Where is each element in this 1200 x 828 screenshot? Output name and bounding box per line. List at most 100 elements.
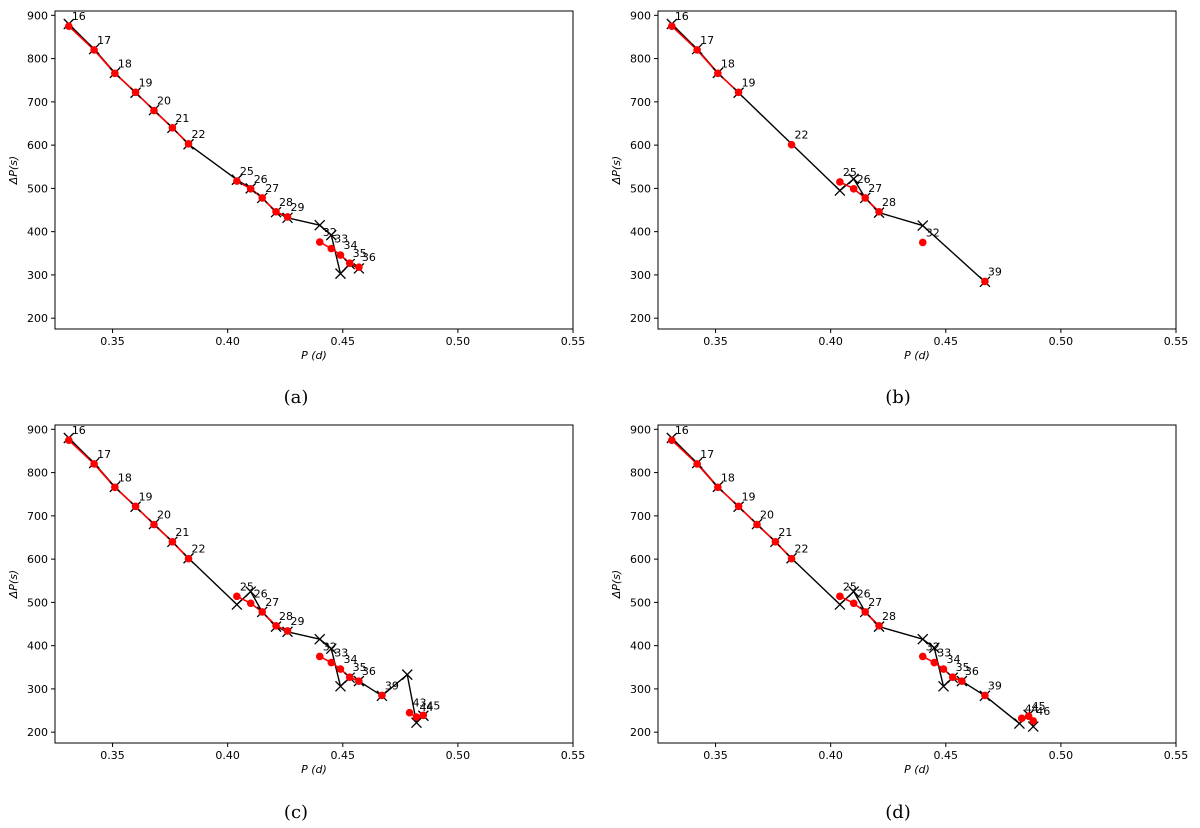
radial-order-label: 18 <box>118 57 132 70</box>
model-marker-stroke <box>401 669 413 681</box>
radial-order-label: 17 <box>97 448 111 461</box>
radial-order-label: 19 <box>139 490 153 503</box>
x-tick-label: 0.45 <box>934 335 959 348</box>
radial-order-label: 22 <box>795 543 809 556</box>
radial-order-label: 26 <box>254 173 268 186</box>
radial-order-label: 36 <box>362 665 376 678</box>
model-point-marker <box>917 633 929 645</box>
radial-order-label: 28 <box>279 196 293 209</box>
radial-order-label: 43 <box>413 697 427 710</box>
observed-point <box>939 665 948 673</box>
model-marker-stroke <box>335 680 346 692</box>
model-marker-stroke <box>834 185 846 197</box>
observed-point <box>918 652 927 661</box>
y-tick-label: 500 <box>630 596 651 609</box>
x-tick-label: 0.35 <box>100 749 125 762</box>
model-marker-stroke <box>917 220 929 232</box>
observed-point <box>693 46 701 54</box>
observed-point <box>315 238 324 246</box>
radial-order-label: 27 <box>868 596 882 609</box>
observed-point <box>861 608 869 616</box>
x-tick-label: 0.35 <box>703 335 728 348</box>
x-tick-label: 0.45 <box>331 749 356 762</box>
radial-order-label: 32 <box>926 640 940 653</box>
model-point-marker <box>335 268 346 280</box>
radial-order-label: 34 <box>343 239 357 252</box>
observed-point <box>849 599 858 608</box>
observed-point <box>958 677 966 685</box>
radial-order-label: 35 <box>956 661 970 674</box>
chart-panel-2: 0.35 0.40 0.45 0.50 0.55 200 300 400 500 600 700 80… <box>7 423 585 776</box>
model-line-segment <box>853 591 866 613</box>
chart-panel-3: 0.35 0.40 0.45 0.50 0.55 200 300 400 500 600 700 80… <box>610 423 1188 776</box>
y-axis-title: ΔP(s) <box>7 570 20 599</box>
y-tick-label: 400 <box>27 640 48 653</box>
x-tick-label: 0.50 <box>446 335 471 348</box>
observed-point <box>787 140 796 149</box>
y-tick-label: 800 <box>27 467 48 480</box>
x-axis-title: P (d) <box>301 349 327 362</box>
model-line-segment <box>922 225 986 283</box>
model-point-marker <box>245 586 257 598</box>
observed-point <box>131 88 140 97</box>
y-tick-label: 600 <box>630 553 651 566</box>
model-line-segment <box>188 143 238 181</box>
y-tick-label: 800 <box>630 53 651 66</box>
observed-point <box>753 520 761 529</box>
model-point-marker <box>314 633 326 645</box>
observed-point <box>734 502 743 511</box>
x-tick-label: 0.35 <box>703 749 728 762</box>
model-point-marker <box>848 173 860 185</box>
y-axis-title: ΔP(s) <box>7 156 20 185</box>
observed-point <box>861 194 869 202</box>
x-tick-label: 0.50 <box>1049 749 1074 762</box>
observed-point <box>111 69 119 78</box>
observed-point <box>272 207 280 216</box>
observed-point <box>258 194 267 202</box>
observed-point <box>111 483 119 492</box>
observed-line-segment <box>68 25 95 51</box>
model-line-segment <box>358 680 383 697</box>
radial-order-label: 46 <box>1036 705 1050 718</box>
observed-point <box>948 673 957 682</box>
y-axis-title: ΔP(s) <box>610 156 623 185</box>
model-marker-stroke <box>335 268 346 280</box>
radial-order-label: 18 <box>721 471 735 484</box>
radial-order-label: 25 <box>240 165 254 178</box>
radial-order-label: 17 <box>700 448 714 461</box>
y-tick-label: 600 <box>27 139 48 152</box>
model-point-marker <box>325 229 337 241</box>
x-tick-label: 0.55 <box>561 749 586 762</box>
observed-point <box>1024 712 1033 720</box>
y-tick-label: 500 <box>630 182 651 195</box>
x-tick-label: 0.40 <box>215 335 240 348</box>
radial-order-label: 32 <box>926 226 940 239</box>
y-tick-label: 200 <box>630 726 651 739</box>
panel-caption: (d) <box>885 802 911 823</box>
radial-order-label: 39 <box>385 679 399 692</box>
plot-frame <box>657 424 1177 744</box>
y-tick-label: 700 <box>27 96 48 109</box>
observed-point <box>875 207 883 216</box>
observed-point <box>668 436 676 444</box>
model-line-segment <box>287 217 320 226</box>
observed-point <box>981 691 989 700</box>
model-marker-stroke <box>848 173 860 185</box>
model-marker-stroke <box>1027 721 1039 733</box>
observed-point <box>771 538 780 546</box>
y-tick-label: 900 <box>630 423 651 436</box>
y-tick-label: 700 <box>630 510 651 523</box>
observed-point <box>246 185 255 193</box>
observed-point <box>168 124 177 132</box>
x-axis-title: P (d) <box>904 349 930 362</box>
observed-line-segment <box>68 439 95 465</box>
model-marker-stroke <box>231 599 243 611</box>
observed-point <box>150 520 158 529</box>
model-marker-stroke <box>314 219 326 231</box>
observed-point <box>233 592 241 601</box>
x-tick-label: 0.50 <box>1049 335 1074 348</box>
observed-point <box>90 46 98 54</box>
observed-point <box>336 665 345 673</box>
model-point-marker <box>325 643 337 655</box>
